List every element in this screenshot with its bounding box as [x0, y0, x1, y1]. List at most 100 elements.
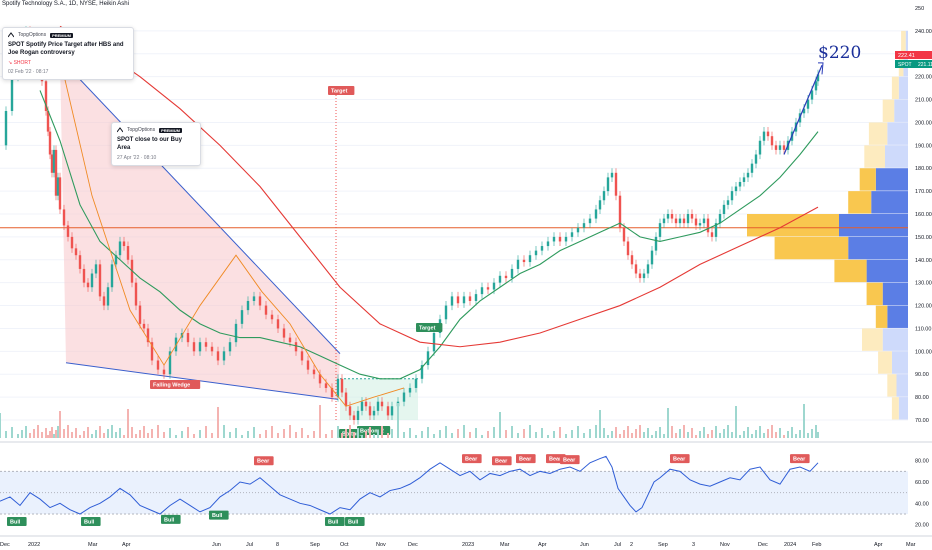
vp-bar-blue [839, 214, 908, 237]
idea-card-2-header: TopgOptions PREMIUM [117, 127, 195, 133]
volume-bar [803, 404, 805, 438]
volume-bar [775, 432, 777, 438]
price-axis-tick: 70.00 [915, 418, 929, 424]
candle-body [714, 223, 718, 237]
rsi-axis-tick: 80.00 [915, 459, 929, 465]
volume-bar [79, 435, 81, 438]
volume-bar [589, 429, 591, 438]
candle-body [340, 378, 344, 393]
short-arrow-icon: ↘ [8, 60, 13, 66]
candle-body [650, 250, 654, 265]
vp-bar-blue [891, 351, 908, 374]
volume-bar [723, 429, 725, 438]
bull-marker-bg [345, 517, 365, 526]
volume-bar [247, 431, 249, 438]
candle-body [294, 342, 298, 352]
price-axis-tick: 80.00 [915, 395, 929, 401]
volume-bar [559, 427, 561, 438]
idea-card-2[interactable]: TopgOptions PREMIUM SPOT close to our Bu… [111, 122, 201, 166]
volume-bar [409, 428, 411, 438]
volume-bar [103, 433, 105, 438]
volume-bar [571, 430, 573, 438]
candle-body [474, 294, 478, 301]
volume-bar [241, 435, 243, 438]
time-axis-label: Sep [658, 542, 668, 548]
volume-bar [703, 427, 705, 438]
candle-body [138, 305, 142, 324]
time-axis-label: Dec [758, 542, 768, 548]
volume-bar [791, 427, 793, 438]
volume-bar [811, 429, 813, 438]
volume-bar [691, 428, 693, 438]
vp-bar-blue [866, 259, 908, 283]
candle-body [626, 241, 630, 256]
candle-body [662, 218, 666, 224]
bull-marker: Bull [212, 513, 223, 519]
volume-bar [397, 403, 399, 438]
candle-body [666, 214, 670, 219]
candle-body [126, 246, 130, 260]
candle-body [698, 223, 702, 226]
bull-marker: Bull [328, 520, 339, 526]
volume-bar [487, 431, 489, 438]
volume-bar [787, 431, 789, 438]
volume-bar [331, 430, 333, 438]
volume-bar [345, 429, 347, 438]
candle-body [770, 136, 774, 146]
target-label-2-bg [416, 323, 443, 332]
volume-bar [499, 412, 501, 438]
time-axis-label: Feb [812, 542, 821, 548]
candle-body [102, 296, 106, 306]
volume-bar [49, 431, 51, 438]
volume-bar [75, 428, 77, 438]
candle-body [630, 255, 634, 265]
candle-body [252, 296, 256, 301]
volume-bar [95, 430, 97, 438]
volume-bar [759, 426, 761, 438]
volume-bar [695, 435, 697, 438]
bear-marker: Bear [673, 457, 686, 463]
candle-body [94, 264, 98, 274]
candle-body [386, 406, 390, 416]
vp-bar-yellow [878, 351, 892, 374]
chart-title: Spotify Technology S.A., 1D, NYSE, Heiki… [2, 1, 129, 7]
volume-bar [143, 426, 145, 438]
volume-bar [755, 430, 757, 438]
candle-body [634, 264, 638, 274]
candle-body [402, 392, 406, 402]
candle-body [762, 131, 766, 141]
spot-badge-value: 221.11 [918, 62, 932, 68]
rsi-axis-tick: 40.00 [915, 501, 929, 507]
volume-bar [51, 427, 53, 438]
volume-bar [59, 411, 61, 438]
candle-body [134, 282, 138, 306]
vp-bar-blue [896, 374, 908, 397]
candle-body [516, 259, 520, 269]
time-axis-label: 8 [276, 542, 279, 548]
volume-bar [67, 425, 69, 438]
idea-card-1-badge: PREMIUM [50, 32, 73, 38]
volume-bar [711, 430, 713, 438]
volume-bar [739, 435, 741, 438]
candle-body [70, 236, 74, 249]
candle-body [204, 342, 208, 347]
candle-body [270, 314, 274, 320]
candle-body [420, 365, 424, 379]
volume-bar [523, 429, 525, 438]
candle-body [78, 255, 82, 269]
idea-card-1[interactable]: TopgOptions PREMIUM SPOT Spotify Price T… [2, 27, 134, 80]
candle-body [44, 81, 48, 111]
candle-body [414, 378, 418, 388]
bear-marker: Bear [495, 459, 508, 465]
bear-marker: Bear [465, 457, 478, 463]
volume-bar [377, 430, 379, 438]
wedge-upper-line [59, 58, 341, 354]
candle-body [306, 360, 310, 370]
volume-bar [817, 432, 819, 438]
time-axis-label: 2 [630, 542, 633, 548]
volume-bar [565, 434, 567, 438]
volume-bar [611, 431, 613, 438]
candle-body [706, 218, 710, 233]
price-axis-tick: 240.00 [915, 29, 932, 35]
candle-body [264, 305, 268, 315]
